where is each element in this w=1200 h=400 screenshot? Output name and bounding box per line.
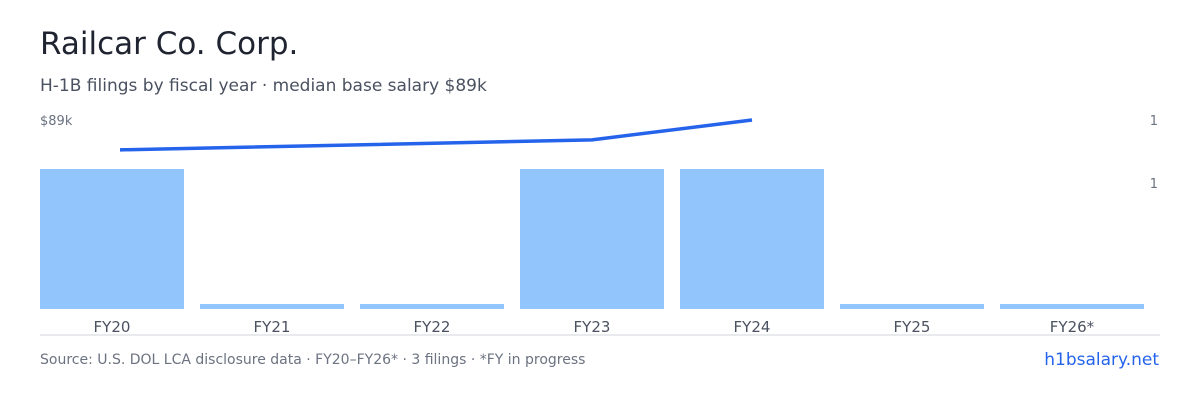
bar-fy20 bbox=[40, 169, 184, 309]
bar-fy22 bbox=[360, 304, 504, 309]
chart-subtitle: H-1B filings by fiscal year · median bas… bbox=[40, 76, 487, 96]
bar-fy25 bbox=[840, 304, 984, 309]
bar-fy23 bbox=[520, 169, 664, 309]
x-tick-label: FY20 bbox=[94, 318, 131, 336]
bar-fy24 bbox=[680, 169, 824, 309]
right-tick-label: 1 bbox=[1150, 177, 1158, 192]
x-tick-label: FY22 bbox=[414, 318, 451, 336]
left-tick-label: $89k bbox=[40, 114, 73, 129]
x-tick-label: FY25 bbox=[894, 318, 931, 336]
right-tick-label: 1 bbox=[1150, 114, 1158, 129]
salary-line bbox=[119, 118, 753, 152]
chart-title: Railcar Co. Corp. bbox=[40, 26, 299, 62]
x-tick-label: FY24 bbox=[734, 318, 771, 336]
x-tick-label: FY21 bbox=[254, 318, 291, 336]
bar-fy26 bbox=[1000, 304, 1144, 309]
brand-link[interactable]: h1bsalary.net bbox=[1044, 350, 1159, 370]
x-tick-label: FY23 bbox=[574, 318, 611, 336]
source-note: Source: U.S. DOL LCA disclosure data · F… bbox=[40, 352, 586, 368]
x-tick-label: FY26* bbox=[1050, 318, 1095, 336]
bar-fy21 bbox=[200, 304, 344, 309]
